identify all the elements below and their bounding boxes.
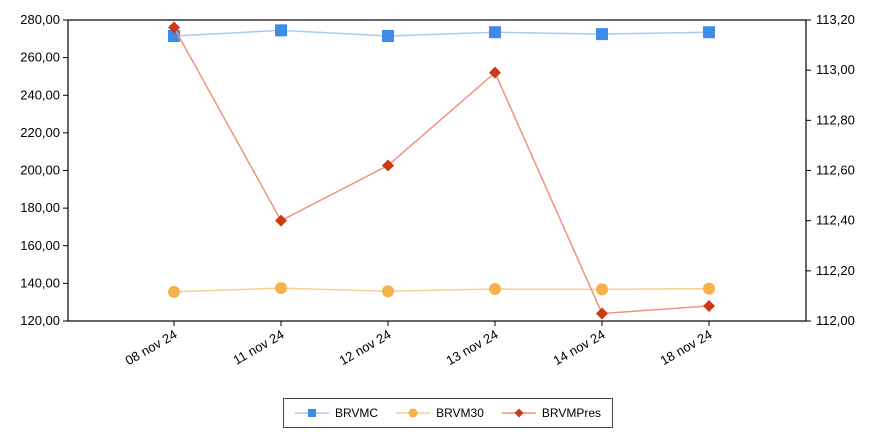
point-brvmc [382,29,394,42]
left-tick-label: 220,00 [20,125,60,140]
legend-label-brvm30: BRVM30 [436,406,484,420]
legend-item-brvm30: BRVM30 [396,406,484,420]
legend: BRVMC BRVM30 BRVMPres [283,398,613,428]
legend-item-brvmpres: BRVMPres [501,406,602,420]
left-tick-label: 120,00 [20,313,60,328]
left-tick-label: 280,00 [20,12,60,27]
legend-label-brvmc: BRVMC [334,406,379,420]
point-brvmpres [275,214,287,227]
right-tick-label: 112,20 [816,263,855,278]
x-tick-label: 13 nov 24 [444,327,501,369]
point-brvmpres [489,66,501,79]
right-tick-label: 113,20 [816,12,855,27]
plot-area [67,19,807,322]
point-brvm30 [382,285,394,298]
right-tick-label: 113,00 [816,62,855,77]
point-brvmpres [596,307,608,320]
right-axis: 112,00 112,20 112,40 112,60 112,80 113,00 113,… [806,12,855,328]
series-line-brvmpres [173,27,710,315]
legend-swatch-brvm30 [396,408,431,418]
x-tick-label: 08 nov 24 [123,327,180,369]
point-brvm30 [596,283,608,296]
point-brvmc [703,26,715,39]
point-brvm30 [168,285,180,298]
line-chart: 120,00 140,00 160,00 180,00 200,00 220,00 240,… [20,12,855,368]
left-tick-label: 160,00 [20,238,60,253]
right-tick-label: 112,80 [816,112,855,127]
legend-swatch-brvmc [294,409,329,417]
point-brvmc [489,26,501,39]
point-brvmpres [703,299,715,312]
x-tick-label: 11 nov 24 [230,327,286,368]
point-brvmc [168,29,180,42]
point-brvm30 [703,282,715,295]
right-tick-label: 112,00 [816,313,855,328]
series-line-brvm30 [173,287,710,293]
right-tick-label: 112,60 [816,163,855,178]
left-tick-label: 240,00 [20,87,60,102]
x-tick-label: 12 nov 24 [337,327,394,369]
left-tick-label: 180,00 [20,200,60,215]
point-brvm30 [489,283,501,296]
point-brvm30 [275,282,287,295]
series-group [168,21,715,320]
left-tick-label: 200,00 [20,163,60,178]
series-line-brvmc [173,29,710,37]
legend-item-brvmc: BRVMC [294,406,379,420]
x-tick-label: 18 nov 24 [658,327,715,369]
point-brvmc [275,24,287,37]
x-tick-label: 14 nov 24 [551,327,608,369]
point-brvmpres [168,21,180,34]
legend-swatch-brvmpres [501,408,536,418]
legend-label-brvmpres: BRVMPres [541,406,602,420]
left-tick-label: 140,00 [20,275,60,290]
left-tick-label: 260,00 [20,50,60,65]
point-brvmpres [382,159,394,172]
x-axis: 08 nov 24 11 nov 24 12 nov 24 13 nov 24 14 n… [123,321,715,368]
point-brvmc [596,28,608,41]
right-tick-label: 112,40 [816,213,855,228]
left-axis: 120,00 140,00 160,00 180,00 200,00 220,00 240,… [20,12,68,328]
